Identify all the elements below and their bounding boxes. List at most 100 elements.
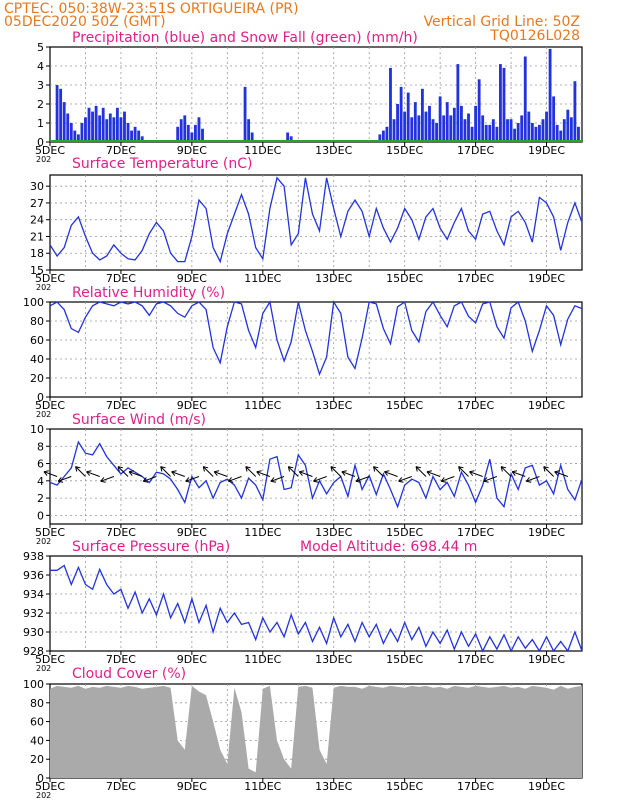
precip-bar <box>378 134 382 142</box>
pressure-xtick-label: 17DEC <box>457 653 494 666</box>
temp-title: Surface Temperature (nC) <box>72 156 253 172</box>
wind-arrow <box>299 471 313 477</box>
wind-arrow <box>214 471 228 477</box>
precip-bar <box>481 115 485 142</box>
wind-arrow <box>228 476 242 482</box>
pressure-frame <box>49 555 583 652</box>
wind-xtick-label: 11DEC <box>244 526 281 539</box>
wind-arrow-head <box>554 470 560 476</box>
precip-bar <box>137 130 141 142</box>
wind-ytick-label: 2 <box>37 492 44 505</box>
precip-bar <box>119 117 123 142</box>
temp-ytick-label: 15 <box>30 264 44 277</box>
precip-ytick-label: 1 <box>37 117 44 130</box>
precip-bar <box>463 119 467 142</box>
wind-arrow <box>330 466 342 477</box>
precip-ytick-label: 5 <box>37 41 44 54</box>
precip-bar <box>286 132 290 142</box>
rh-xtick-label: 7DEC <box>106 399 136 412</box>
pressure-xtick-label: 9DEC <box>177 653 207 666</box>
precip-bar <box>438 96 442 142</box>
precip-bar <box>115 107 119 142</box>
temp-xtick-label: 5DEC <box>35 272 65 285</box>
wind-arrow <box>288 466 299 477</box>
temp-year-stub: 202 <box>36 283 51 292</box>
rh-xtick-label: 9DEC <box>177 399 207 412</box>
precip-bar <box>456 64 460 142</box>
precip-xtick-label: 5DEC <box>35 144 65 157</box>
rh-xtick-label: 19DEC <box>528 399 565 412</box>
wind-arrow <box>245 466 257 477</box>
wind-arrow <box>398 476 412 482</box>
wind-xtick-label: 7DEC <box>106 526 136 539</box>
wind-arrow <box>270 476 285 482</box>
wind-xtick-label: 5DEC <box>35 526 65 539</box>
precip-bar <box>530 123 534 142</box>
header-datetime: 05DEC2020 50Z (GMT) <box>4 14 166 30</box>
precip-bar <box>424 111 428 142</box>
precip-bar <box>577 126 580 142</box>
precip-bar <box>445 102 449 142</box>
wind-line <box>49 440 583 509</box>
rh-xtick-label: 5DEC <box>35 399 65 412</box>
temp-line <box>49 176 583 264</box>
rh-year-stub: 202 <box>36 410 51 419</box>
cloud-ytick-label: 80 <box>30 697 44 710</box>
precip-bar <box>566 109 570 142</box>
wind-arrow-head <box>142 477 149 483</box>
wind-arrow <box>500 466 512 477</box>
precip-bar <box>509 119 513 142</box>
precip-bar <box>459 105 463 142</box>
cloud-xtick-label: 19DEC <box>528 780 565 793</box>
precip-bar <box>176 126 180 142</box>
precip-bar <box>105 119 109 142</box>
precip-bar <box>410 117 414 142</box>
cloud-xtick-label: 17DEC <box>457 780 494 793</box>
precip-bar <box>548 48 552 142</box>
wind-arrow <box>171 471 185 477</box>
rh-ytick-label: 80 <box>30 315 44 328</box>
precip-frame <box>49 46 583 143</box>
wind-ytick-label: 10 <box>30 423 44 436</box>
precip-bar <box>392 119 396 142</box>
precip-bar <box>527 111 531 142</box>
wind-arrow-head <box>86 470 92 476</box>
pressure-xtick-label: 7DEC <box>106 653 136 666</box>
rh-frame <box>49 301 583 398</box>
precip-bar <box>545 111 548 142</box>
pressure-year-stub: 202 <box>36 664 51 673</box>
wind-arrow <box>185 476 200 482</box>
precip-bar <box>431 119 435 142</box>
wind-arrow-head <box>202 466 209 472</box>
pressure-ytick-label: 928 <box>23 645 44 658</box>
precip-bar <box>381 130 385 142</box>
precip-bar <box>101 107 105 142</box>
precip-bar <box>201 128 204 142</box>
cloud-ytick-label: 100 <box>23 678 44 691</box>
rh-ytick-label: 100 <box>23 296 44 309</box>
rh-ytick-label: 40 <box>30 353 44 366</box>
wind-arrow <box>128 471 143 477</box>
wind-arrow-head <box>500 466 507 472</box>
wind-arrow-head <box>171 470 177 476</box>
wind-xtick-label: 9DEC <box>177 526 207 539</box>
wind-arrow-head <box>287 466 294 472</box>
wind-xtick-label: 17DEC <box>457 526 494 539</box>
precip-bar <box>417 115 421 142</box>
wind-arrow-head <box>313 477 319 483</box>
wind-ytick-label: 0 <box>37 509 44 522</box>
wind-arrow <box>554 471 568 477</box>
temp-ytick-label: 24 <box>30 214 44 227</box>
precip-xtick-label: 13DEC <box>315 144 352 157</box>
cloud-ytick-label: 20 <box>30 753 44 766</box>
wind-arrow-head <box>330 466 336 472</box>
pressure-panel: 928 930 932 934 936 938 5DEC 7DEC 9DEC 11DEC 13DEC… <box>23 550 583 673</box>
wind-arrow-head <box>415 466 422 472</box>
precip-ytick-label: 0 <box>37 136 44 149</box>
precip-bar <box>534 126 538 142</box>
precip-bar <box>523 56 527 142</box>
precip-bar <box>197 117 201 142</box>
temp-panel: 15 18 21 24 27 30 5DEC 7DEC 9DEC 11DEC 13DEC 15DEC 1… <box>30 174 583 292</box>
wind-arrow <box>384 471 398 477</box>
